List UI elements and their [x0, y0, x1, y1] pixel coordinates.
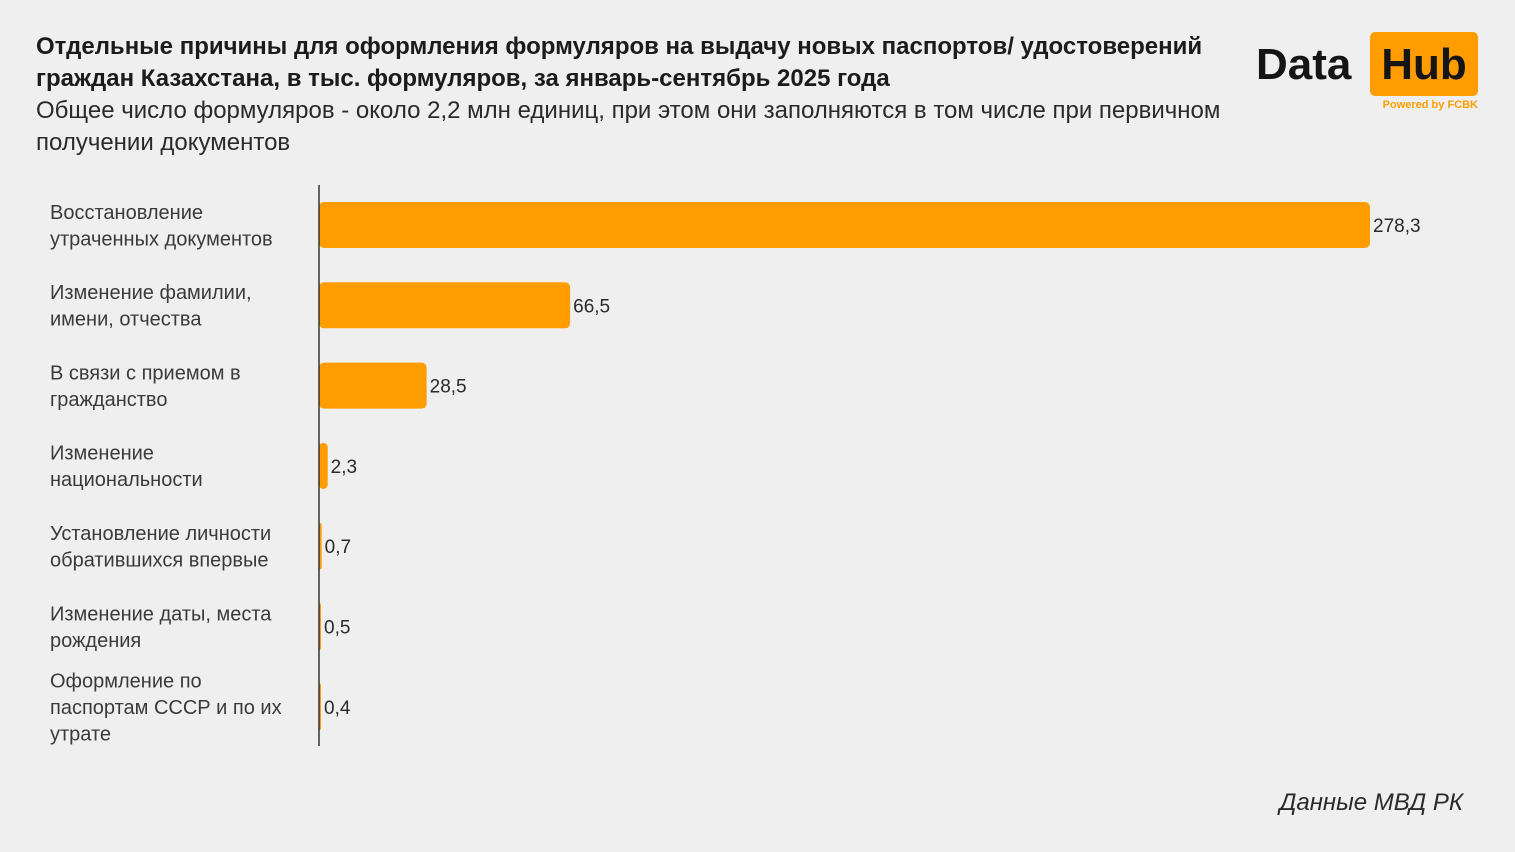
bar-value-label: 0,7	[325, 537, 351, 558]
bar-chart: 278,3 Восстановление утраченных документов…	[50, 185, 1421, 746]
category-label: гражданство	[50, 389, 167, 411]
chart-title: Отдельные причины для оформления формуля…	[36, 33, 1203, 92]
category-label: паспортам СССР и по их	[50, 697, 282, 719]
category-label: Изменение фамилии,	[50, 282, 252, 304]
bar	[319, 442, 328, 489]
logo-text-hub: Hub	[1381, 40, 1467, 89]
category-label: национальности	[50, 469, 203, 491]
category-label: утрате	[50, 723, 111, 745]
category-label: В связи с приемом в	[50, 362, 241, 384]
bar-value-label: 0,4	[324, 698, 351, 719]
bar-value-label: 0,5	[324, 618, 350, 639]
chart-subtitle: Общее число формуляров - около 2,2 млн е…	[36, 97, 1221, 156]
category-label: Изменение даты, места	[50, 603, 272, 625]
category-label: Восстановление	[50, 202, 203, 224]
bar	[319, 202, 1370, 248]
datahub-logo: Data Hub Powered by FCBK	[1256, 32, 1481, 114]
category-label: имени, отчества	[50, 309, 202, 331]
category-label: Изменение	[50, 443, 154, 465]
category-label: Установление личности	[50, 523, 271, 545]
logo-text-data: Data	[1256, 40, 1352, 89]
category-label: обратившихся впервые	[50, 549, 269, 571]
category-label: Оформление по	[50, 670, 202, 692]
category-label: рождения	[50, 630, 141, 652]
bar-value-label: 28,5	[430, 377, 467, 398]
bar-value-label: 278,3	[1373, 216, 1421, 237]
logo-tagline: Powered by FCBK	[1382, 99, 1478, 111]
bar-value-label: 66,5	[573, 296, 610, 317]
category-label: утраченных документов	[50, 228, 273, 250]
bar	[319, 282, 571, 329]
source-note: Данные МВД РК	[1279, 789, 1463, 816]
bar	[319, 362, 427, 409]
logo-hub-box: Hub	[1370, 32, 1478, 96]
bar-value-label: 2,3	[331, 457, 357, 478]
